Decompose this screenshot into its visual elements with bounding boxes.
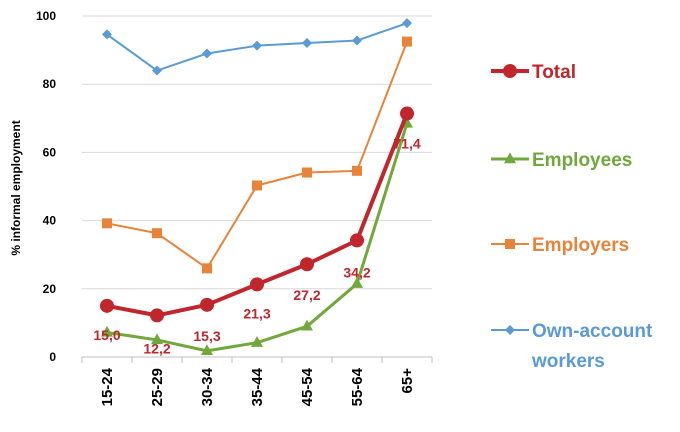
y-tick-label: 0 (49, 350, 56, 364)
marker-triangle (251, 336, 263, 347)
marker-diamond (402, 18, 412, 29)
legend-item-own-account-workers: Own-account workers (491, 321, 653, 372)
marker-triangle (101, 325, 113, 337)
marker-triangle (351, 277, 363, 288)
marker-square (152, 228, 162, 239)
x-tick-label: 45-54 (299, 367, 316, 406)
marker-circle (400, 106, 414, 121)
legend-label-line2: workers (531, 351, 605, 372)
axes: 0 20 40 60 80 100 15-24 25-29 30-34 35-44 45-54 55-… (36, 9, 433, 406)
x-tick-label: 15-24 (99, 367, 116, 406)
x-tick-label: 30-34 (199, 367, 216, 406)
legend: Total Employees Employers Own-account worker… (491, 62, 653, 372)
data-label: 71,4 (393, 136, 420, 152)
marker-triangle (301, 319, 313, 331)
x-tick-label: 35-44 (249, 367, 266, 406)
data-label: 21,3 (243, 305, 270, 321)
series-own-account-workers (102, 18, 412, 76)
marker-square (102, 218, 112, 229)
gridlines (82, 15, 432, 290)
y-tick-label: 40 (43, 214, 57, 228)
legend-label: Total (532, 62, 576, 83)
marker-diamond (302, 37, 312, 48)
marker-triangle (201, 344, 213, 356)
marker-circle (200, 297, 214, 312)
series-employees (101, 116, 413, 356)
marker-diamond (202, 48, 212, 59)
legend-label: Own-account (532, 321, 653, 342)
marker-square (505, 239, 515, 249)
marker-square (302, 167, 312, 178)
marker-square (352, 165, 362, 176)
marker-circle (250, 277, 264, 292)
legend-label: Employers (532, 235, 629, 256)
marker-circle (350, 233, 364, 248)
marker-diamond (505, 325, 515, 335)
marker-triangle (504, 152, 516, 164)
x-tick-label: 25-29 (149, 368, 166, 406)
y-tick-label: 100 (36, 9, 56, 23)
legend-item-total: Total (491, 62, 576, 83)
legend-label: Employees (532, 150, 632, 171)
marker-diamond (252, 40, 262, 51)
marker-circle (150, 308, 164, 323)
marker-square (252, 180, 262, 191)
series-employers (102, 36, 412, 274)
marker-diamond (352, 35, 362, 46)
marker-circle (300, 257, 314, 272)
series (100, 18, 414, 356)
data-label: 15,0 (93, 327, 120, 343)
y-tick-label: 60 (43, 145, 57, 159)
data-label: 12,2 (143, 340, 170, 356)
legend-item-employees: Employees (491, 150, 632, 171)
marker-square (402, 36, 412, 47)
marker-circle (503, 64, 517, 78)
marker-triangle (151, 333, 163, 345)
marker-circle (100, 298, 114, 313)
data-label: 27,2 (293, 287, 320, 303)
marker-square (202, 263, 212, 274)
x-tick-label: 65+ (399, 368, 416, 394)
series-total (100, 106, 414, 323)
marker-diamond (152, 65, 162, 76)
data-label: 15,3 (193, 328, 220, 344)
y-axis-label: % informal employment (9, 120, 23, 255)
data-labels: 15,0 12,2 15,3 21,3 27,2 34,2 71,4 (93, 136, 420, 357)
y-tick-label: 80 (43, 77, 57, 91)
y-tick-label: 20 (43, 282, 57, 296)
legend-item-employers: Employers (491, 235, 629, 256)
x-tick-label: 55-64 (349, 367, 366, 406)
data-label: 34,2 (343, 264, 370, 280)
marker-diamond (102, 29, 112, 40)
